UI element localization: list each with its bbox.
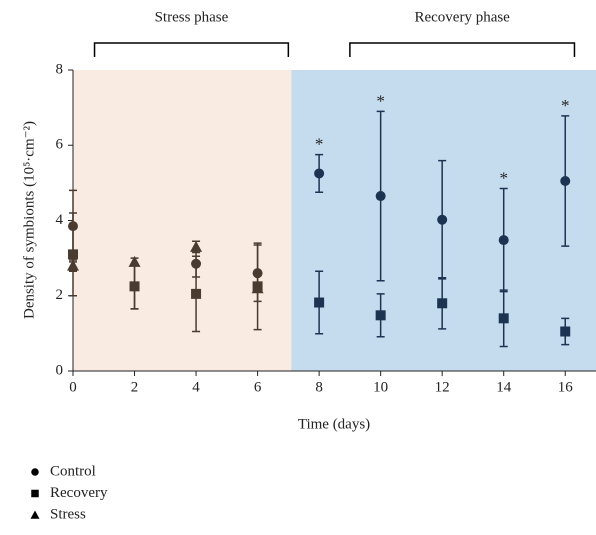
data-point [375, 191, 386, 202]
data-point [560, 175, 571, 186]
x-tick-label: 8 [315, 379, 323, 395]
data-point [129, 281, 140, 292]
legend-marker [31, 489, 39, 498]
y-axis-label: Density of symbionts (10⁵·cm⁻²) [21, 121, 37, 319]
data-point [498, 313, 509, 324]
y-tick-label: 4 [56, 212, 64, 228]
data-point [128, 255, 141, 267]
legend-marker [30, 510, 40, 519]
y-tick-label: 0 [56, 362, 64, 378]
significance-label: * [561, 96, 570, 115]
x-tick-label: 12 [435, 379, 450, 395]
data-point [251, 282, 264, 294]
data-point [375, 310, 386, 321]
x-tick-label: 6 [254, 379, 262, 395]
significance-label: * [376, 91, 385, 110]
x-tick-label: 4 [192, 379, 200, 395]
data-point [498, 235, 509, 246]
phase-label: Stress phase [155, 9, 229, 25]
significance-label: * [499, 168, 508, 187]
significance-label: * [315, 135, 324, 154]
plot-background [73, 70, 596, 371]
x-tick-label: 0 [69, 379, 77, 395]
legend-label: Recovery [50, 485, 108, 501]
legend-marker [31, 468, 39, 476]
data-point [191, 288, 202, 299]
phase-region [73, 70, 292, 371]
x-tick-label: 14 [496, 379, 512, 395]
phase-bracket [349, 42, 576, 57]
x-tick-label: 10 [373, 379, 388, 395]
data-point [67, 259, 79, 271]
x-axis-label: Time (days) [298, 416, 370, 432]
phase-bracket [93, 42, 290, 57]
data-point [190, 240, 203, 252]
data-point [314, 297, 325, 308]
legend-label: Control [50, 463, 96, 479]
data-point [314, 168, 325, 179]
phase-label: Recovery phase [414, 9, 510, 25]
y-tick-label: 8 [56, 61, 64, 77]
x-tick-label: 16 [558, 379, 574, 395]
data-point [68, 249, 78, 260]
data-point [437, 214, 448, 225]
y-tick-label: 6 [56, 137, 64, 153]
x-tick-label: 2 [131, 379, 139, 395]
data-point [437, 298, 448, 309]
y-tick-label: 2 [56, 287, 64, 303]
data-point [560, 326, 571, 337]
legend-label: Stress [50, 506, 86, 522]
